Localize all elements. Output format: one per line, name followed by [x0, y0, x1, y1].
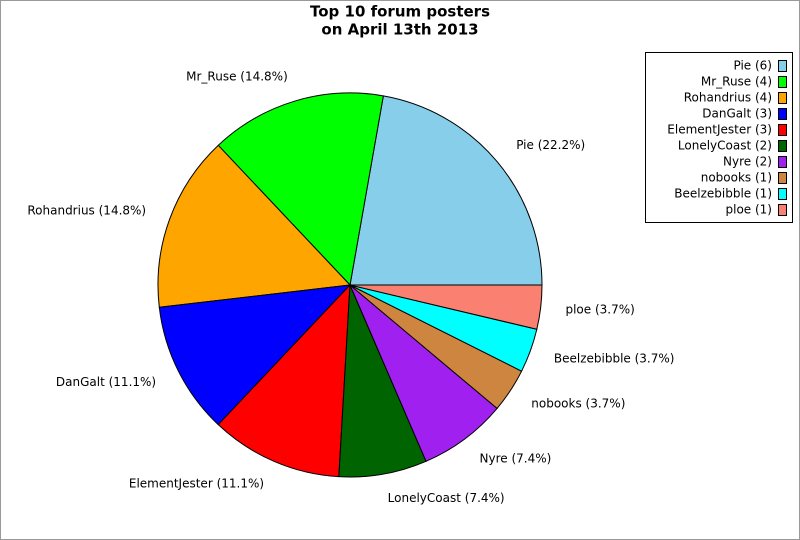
legend-swatch	[778, 188, 787, 200]
legend-label: DanGalt (3)	[702, 107, 772, 121]
slice-label: ploe (3.7%)	[565, 303, 634, 317]
legend-swatch	[778, 92, 787, 104]
legend-label: ElementJester (3)	[667, 123, 772, 137]
legend-label: Rohandrius (4)	[684, 91, 772, 105]
slice-label: Nyre (7.4%)	[480, 452, 552, 466]
pie-slice	[349, 95, 543, 286]
pie-slice	[157, 144, 352, 308]
legend-label: Nyre (2)	[723, 155, 772, 169]
legend-swatch	[778, 204, 787, 216]
legend-label: LonelyCoast (2)	[678, 139, 772, 153]
slice-label: Mr_Ruse (14.8%)	[186, 70, 288, 84]
legend-swatch	[778, 156, 787, 168]
legend-label: nobooks (1)	[701, 171, 772, 185]
legend-label: Pie (6)	[733, 59, 772, 73]
slice-label: LonelyCoast (7.4%)	[388, 491, 505, 505]
chart-title: on April 13th 2013	[321, 21, 478, 39]
legend-swatch	[778, 124, 787, 136]
slice-label: nobooks (3.7%)	[531, 397, 625, 411]
slice-label: Beelzebibble (3.7%)	[554, 352, 675, 366]
slice-label: DanGalt (11.1%)	[56, 375, 156, 389]
legend-swatch	[778, 140, 787, 152]
legend-swatch	[778, 172, 787, 184]
pie-slice	[217, 92, 384, 287]
legend-label: ploe (1)	[726, 203, 773, 217]
legend-label: Mr_Ruse (4)	[701, 75, 772, 89]
pie-slice	[158, 284, 352, 426]
slice-label: ElementJester (11.1%)	[129, 477, 264, 491]
legend-swatch	[778, 60, 787, 72]
slice-label: Pie (22.2%)	[516, 138, 585, 152]
pie-slice	[217, 283, 351, 478]
legend-box	[645, 52, 793, 223]
legend-label: Beelzebibble (1)	[674, 187, 772, 201]
slice-label: Rohandrius (14.8%)	[27, 203, 146, 217]
legend-swatch	[778, 108, 787, 120]
chart-title: Top 10 forum posters	[310, 3, 490, 21]
legend-swatch	[778, 76, 787, 88]
pie-slice	[349, 284, 543, 330]
